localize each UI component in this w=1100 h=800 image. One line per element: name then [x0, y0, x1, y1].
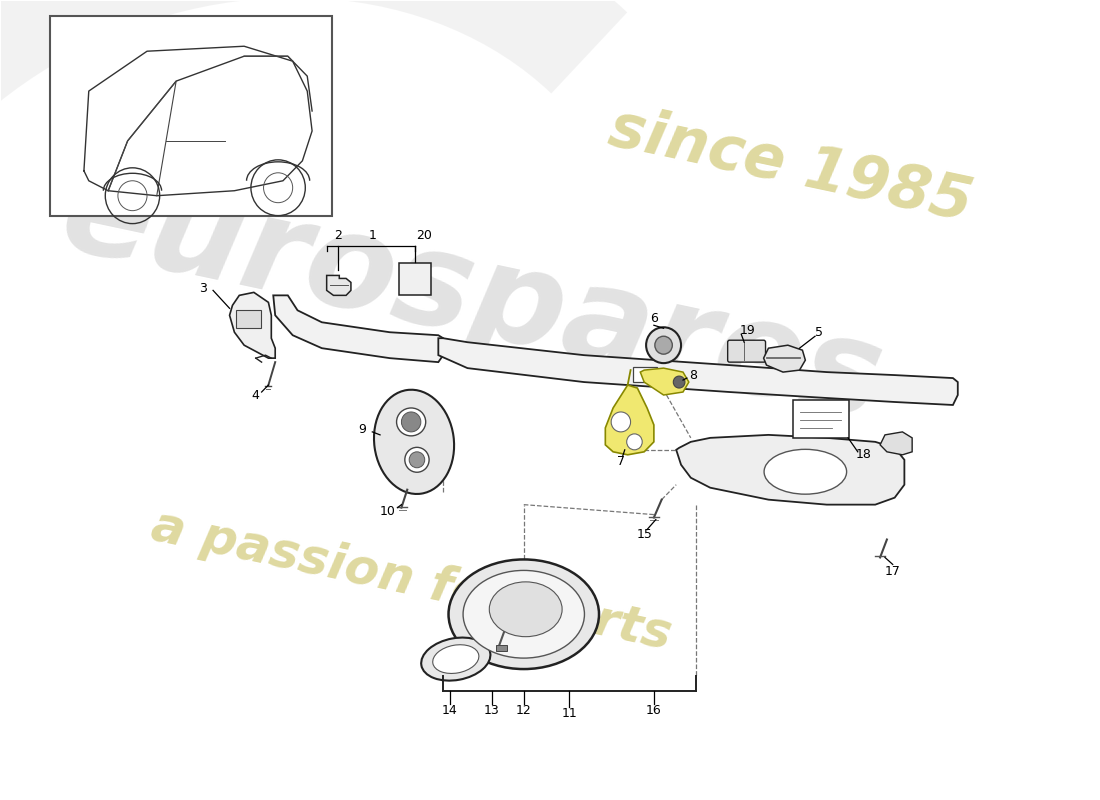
Ellipse shape: [405, 447, 429, 472]
Text: 1: 1: [368, 229, 376, 242]
Text: 18: 18: [856, 448, 871, 462]
Polygon shape: [327, 275, 351, 295]
Ellipse shape: [374, 390, 454, 494]
Text: 11: 11: [561, 707, 578, 721]
Text: 2: 2: [334, 229, 342, 242]
Bar: [632, 367, 657, 382]
Ellipse shape: [463, 570, 584, 658]
Polygon shape: [763, 345, 805, 372]
Text: 10: 10: [379, 505, 396, 518]
Circle shape: [402, 412, 421, 432]
Ellipse shape: [397, 408, 426, 436]
Text: 5: 5: [815, 326, 823, 338]
Text: 6: 6: [650, 312, 658, 325]
Ellipse shape: [764, 450, 847, 494]
Text: a passion for parts: a passion for parts: [147, 502, 675, 659]
Text: since 1985: since 1985: [604, 99, 978, 234]
Bar: [399, 263, 430, 295]
Circle shape: [612, 412, 630, 432]
Circle shape: [654, 336, 672, 354]
Polygon shape: [273, 295, 443, 362]
Bar: [236, 310, 261, 328]
FancyBboxPatch shape: [728, 340, 766, 362]
Polygon shape: [605, 385, 653, 455]
Polygon shape: [676, 435, 904, 505]
Text: 15: 15: [636, 528, 652, 541]
Text: 8: 8: [689, 369, 696, 382]
Text: 12: 12: [516, 705, 531, 718]
Polygon shape: [880, 432, 912, 455]
Text: 14: 14: [442, 705, 458, 718]
Bar: [50, 16, 331, 216]
Polygon shape: [438, 338, 958, 405]
Circle shape: [673, 376, 685, 388]
FancyBboxPatch shape: [793, 400, 849, 438]
Circle shape: [409, 452, 425, 468]
Ellipse shape: [421, 638, 491, 681]
Text: 9: 9: [359, 423, 366, 436]
Polygon shape: [640, 368, 689, 395]
Ellipse shape: [432, 645, 478, 674]
Text: 19: 19: [739, 324, 755, 337]
Text: 20: 20: [416, 229, 431, 242]
Text: 17: 17: [884, 565, 901, 578]
Text: 4: 4: [252, 389, 260, 402]
Text: 7: 7: [617, 455, 625, 468]
Polygon shape: [230, 292, 275, 358]
Ellipse shape: [449, 559, 600, 669]
Circle shape: [646, 327, 681, 363]
Text: 3: 3: [199, 282, 207, 295]
Ellipse shape: [490, 582, 562, 637]
Text: eurospares: eurospares: [50, 149, 893, 447]
Text: 13: 13: [484, 705, 499, 718]
Text: 16: 16: [646, 705, 662, 718]
Bar: [496, 645, 507, 651]
Circle shape: [627, 434, 642, 450]
